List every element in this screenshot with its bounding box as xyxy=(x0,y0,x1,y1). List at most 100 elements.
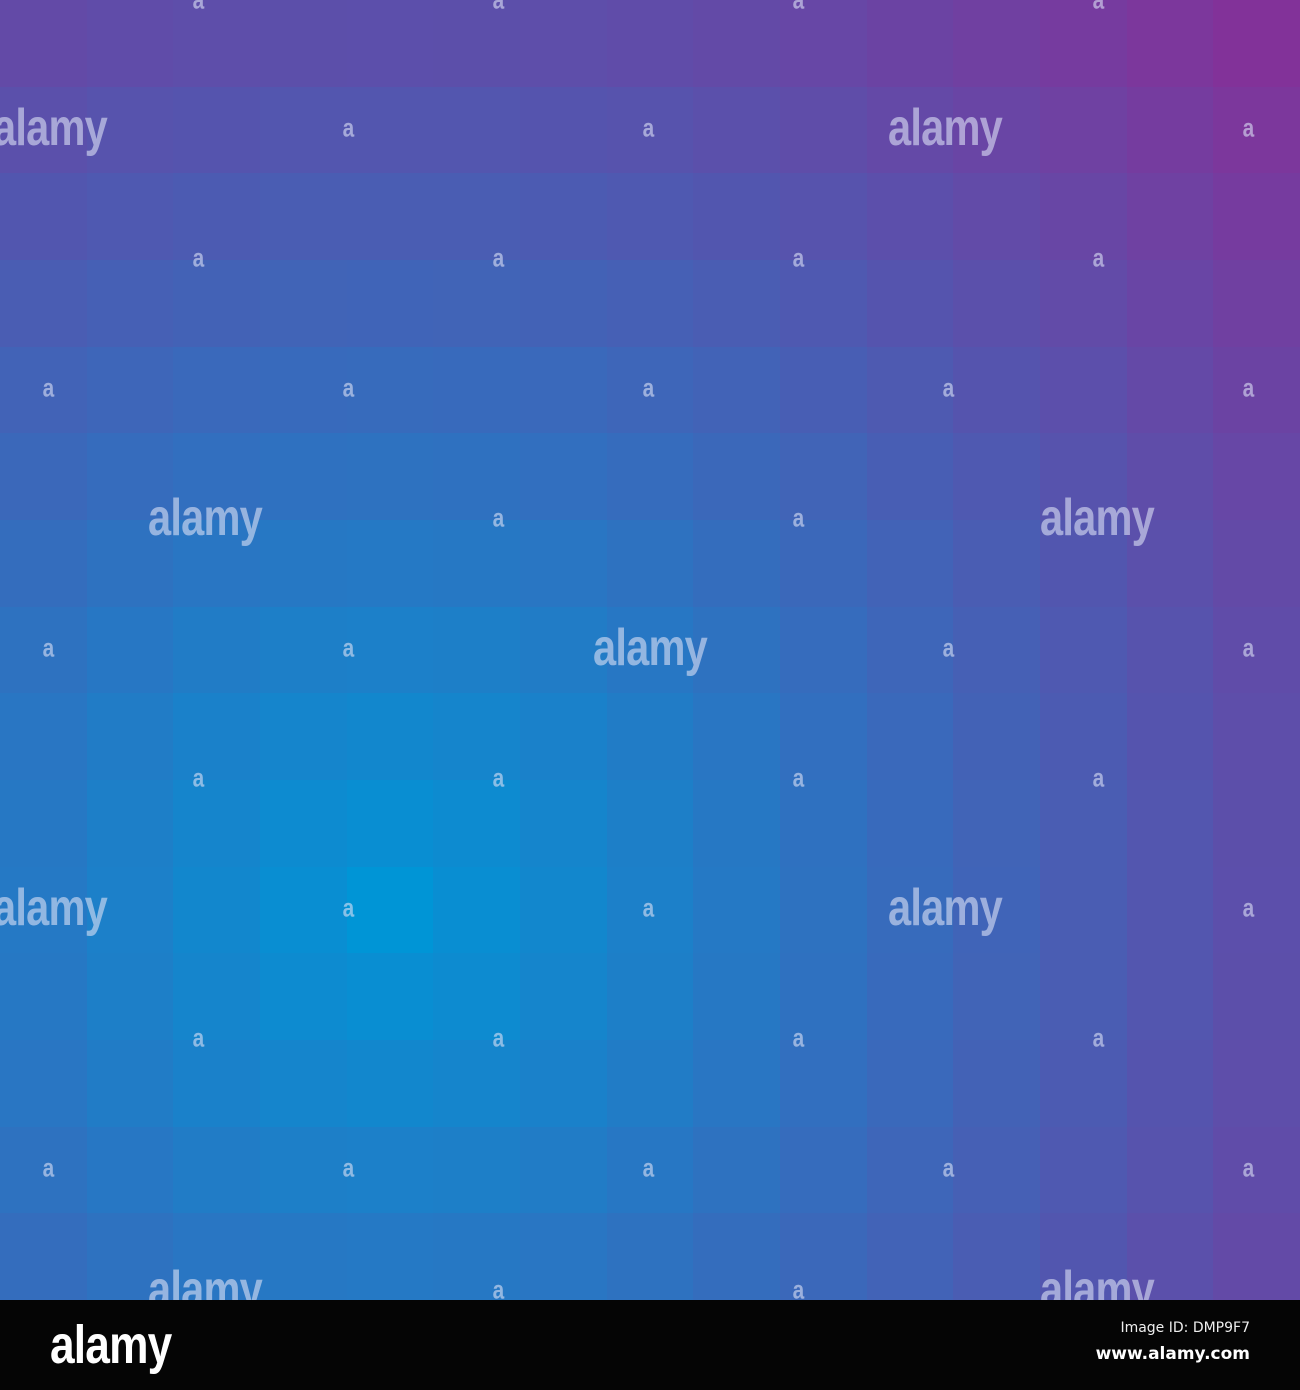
gradient-tile xyxy=(953,86,1041,175)
gradient-tile xyxy=(86,866,175,955)
gradient-tile xyxy=(1213,0,1300,88)
watermark: a xyxy=(42,632,55,663)
gradient-tile xyxy=(780,173,868,261)
watermark: a xyxy=(42,1152,55,1183)
gradient-tile xyxy=(606,866,695,955)
watermark: a xyxy=(942,632,955,663)
gradient-tile xyxy=(606,693,695,781)
gradient-tile xyxy=(433,693,521,781)
watermark: a xyxy=(492,242,505,273)
gradient-tile xyxy=(260,866,348,955)
watermark: a xyxy=(1242,632,1255,663)
gradient-tile xyxy=(86,780,175,868)
gradient-tile xyxy=(260,520,348,608)
gradient-tile xyxy=(346,693,435,781)
gradient-tile xyxy=(606,346,695,435)
watermark: a xyxy=(1242,372,1255,403)
gradient-tile xyxy=(260,86,348,175)
gradient-tile xyxy=(520,1213,608,1300)
gradient-tile xyxy=(260,1040,348,1128)
gradient-tile xyxy=(1040,1126,1128,1215)
gradient-tile xyxy=(1040,693,1128,781)
gradient-tile xyxy=(520,953,608,1041)
gradient-tile xyxy=(346,173,435,261)
gradient-tile xyxy=(86,433,175,521)
gradient-tile xyxy=(173,86,261,175)
gradient-tile xyxy=(953,520,1041,608)
gradient-tile xyxy=(780,606,868,695)
watermark: alamy xyxy=(593,619,708,677)
gradient-tile xyxy=(606,520,695,608)
gradient-tile xyxy=(260,953,348,1041)
image-id: Image ID: DMP9F7 xyxy=(1120,1320,1250,1336)
watermark: a xyxy=(1242,892,1255,923)
gradient-tile xyxy=(1040,86,1128,175)
watermark: a xyxy=(1092,1022,1105,1053)
watermark: alamy xyxy=(1040,489,1155,547)
watermark: a xyxy=(342,892,355,923)
gradient-tile xyxy=(520,433,608,521)
gradient-tile xyxy=(953,346,1041,435)
footer-bar: alamy Image ID: DMP9F7 www.alamy.com xyxy=(0,1300,1300,1390)
gradient-tile xyxy=(866,433,955,521)
gradient-tile xyxy=(866,520,955,608)
gradient-tile xyxy=(520,1126,608,1215)
gradient-tile xyxy=(173,346,261,435)
gradient-tile xyxy=(433,173,521,261)
gradient-tile xyxy=(346,606,435,695)
gradient-tile xyxy=(0,0,88,88)
gradient-tile xyxy=(346,1213,435,1300)
watermark: a xyxy=(792,762,805,793)
gradient-tile xyxy=(433,606,521,695)
gradient-tile xyxy=(0,433,88,521)
gradient-tile xyxy=(520,173,608,261)
gradient-tile xyxy=(693,1213,781,1300)
gradient-tile xyxy=(866,346,955,435)
gradient-tile xyxy=(693,780,781,868)
gradient-tile xyxy=(260,0,348,88)
gradient-tile xyxy=(520,780,608,868)
gradient-tile xyxy=(346,346,435,435)
gradient-tile xyxy=(866,1126,955,1215)
gradient-tile xyxy=(606,1040,695,1128)
gradient-tile xyxy=(953,1040,1041,1128)
gradient-tile xyxy=(86,1040,175,1128)
watermark: a xyxy=(492,762,505,793)
gradient-tile xyxy=(1040,866,1128,955)
gradient-tile xyxy=(1213,86,1300,175)
gradient-tile xyxy=(1213,433,1300,521)
gradient-tile xyxy=(173,953,261,1041)
gradient-tile xyxy=(606,606,695,695)
gradient-tile xyxy=(433,433,521,521)
gradient-tile xyxy=(953,173,1041,261)
watermark: a xyxy=(492,1022,505,1053)
website-url: www.alamy.com xyxy=(1095,1344,1250,1364)
gradient-tile xyxy=(1040,433,1128,521)
gradient-tile xyxy=(260,1213,348,1300)
gradient-tile xyxy=(260,346,348,435)
gradient-tile xyxy=(86,0,175,88)
gradient-tile xyxy=(1213,260,1300,348)
gradient-tile xyxy=(780,1126,868,1215)
gradient-tile xyxy=(173,780,261,868)
gradient-tile xyxy=(780,1213,868,1300)
watermark: a xyxy=(1242,1152,1255,1183)
gradient-tile xyxy=(173,1040,261,1128)
gradient-tile xyxy=(606,1213,695,1300)
gradient-tile xyxy=(1213,173,1300,261)
gradient-tile xyxy=(260,780,348,868)
gradient-tile xyxy=(693,1126,781,1215)
gradient-tile xyxy=(86,260,175,348)
gradient-tile xyxy=(346,1126,435,1215)
gradient-tile xyxy=(1040,520,1128,608)
gradient-tile xyxy=(0,953,88,1041)
gradient-tile xyxy=(953,866,1041,955)
gradient-tile xyxy=(86,953,175,1041)
watermark: alamy xyxy=(0,99,108,157)
gradient-tile xyxy=(260,433,348,521)
watermark: alamy xyxy=(0,879,108,937)
watermark: a xyxy=(42,372,55,403)
gradient-tile xyxy=(1213,1213,1300,1300)
gradient-tile xyxy=(780,780,868,868)
gradient-tile xyxy=(1213,1126,1300,1215)
